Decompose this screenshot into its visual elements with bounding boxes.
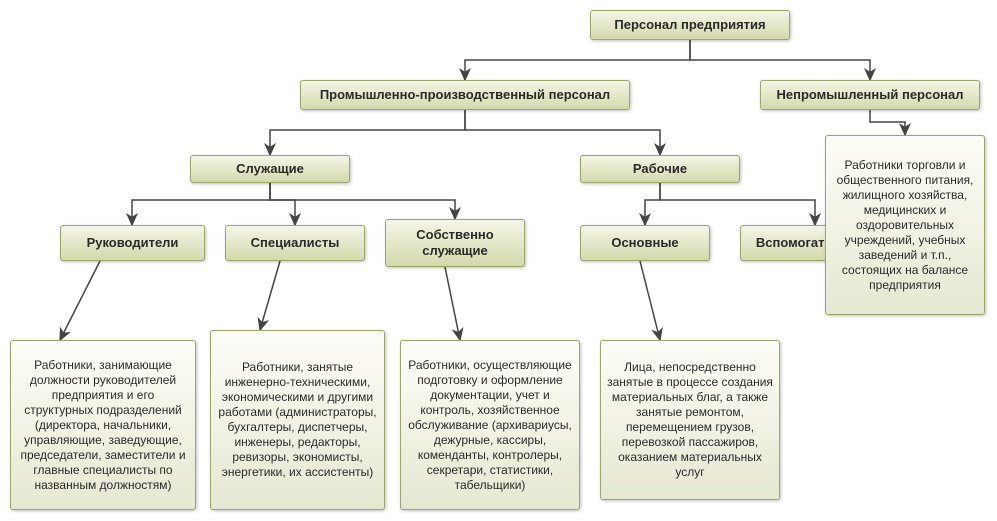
node-rukdesc: Работники, занимающие должности руководи… [10,340,196,510]
node-specdesc: Работники, занятые инженерно-техническим… [210,330,385,510]
edge-sobst-sobdesc [445,267,460,340]
node-ruk: Руководители [60,225,205,261]
edge-ipp-sluzh [270,110,465,155]
edge-root-nonind [690,40,870,80]
node-sobst: Собственно служащие [385,219,525,267]
edge-rab-vspom [660,183,815,225]
edge-sluzh-spec [270,183,295,225]
node-rab: Рабочие [580,155,740,183]
edge-root-ipp [465,40,690,80]
node-noninddesc: Работники торговли и общественного питан… [825,135,985,315]
node-nonind: Непромышленный персонал [760,80,980,110]
edge-rab-osn [645,183,660,225]
edge-nonind-noninddesc [870,110,905,135]
node-sobdesc: Работники, осуществляющие подготовку и о… [400,340,580,510]
node-spec: Специалисты [225,225,365,261]
edge-osn-osndesc [640,261,660,340]
edge-sluzh-ruk [132,183,270,225]
edge-ruk-rukdesc [60,261,100,340]
edge-ipp-rab [465,110,660,155]
edge-spec-specdesc [260,261,280,330]
node-sluzh: Служащие [190,155,350,183]
node-osndesc: Лица, непосредственно занятые в процессе… [600,340,780,500]
node-osn: Основные [580,225,710,261]
node-root: Персонал предприятия [590,10,790,40]
node-ipp: Промышленно-производственный персонал [300,80,630,110]
edge-sluzh-sobst [270,183,455,219]
